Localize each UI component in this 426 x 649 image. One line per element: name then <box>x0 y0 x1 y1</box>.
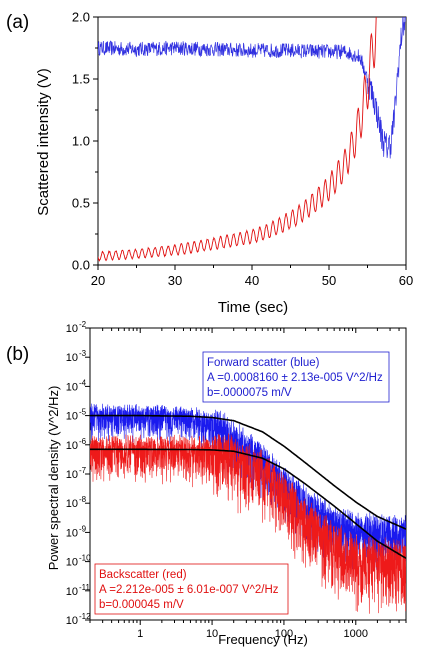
chart-b-x-tick-label: 100 <box>275 628 293 640</box>
chart-a-x-tick-label: 30 <box>168 273 182 288</box>
forward-scatter-legend-line-2: A =0.0008160 ± 2.13e-005 V^2/Hz <box>207 372 383 384</box>
panel-b-label: (b) <box>6 344 29 365</box>
backscatter-legend-line-3: b=0.000045 m/V <box>99 599 184 611</box>
chart-b-y-tick-label: 10 <box>66 323 78 335</box>
chart-b-y-tick-label: 10 <box>66 527 78 539</box>
backscatter-legend-box <box>94 563 289 615</box>
panel-a-label: (a) <box>6 12 29 33</box>
chart-b-y-tick-exponent: -10 <box>79 554 91 563</box>
chart-a-y-tick-label: 0.5 <box>72 196 90 211</box>
chart-b-y-tick-label: 10 <box>66 440 78 452</box>
chart-b-y-tick-exponent: -11 <box>79 583 91 592</box>
forward-scatter-legend-line-1: Forward scatter (blue) <box>207 357 320 369</box>
chart-b-y-tick-exponent: -12 <box>79 612 91 621</box>
chart-b-y-tick-exponent: -3 <box>79 349 87 358</box>
chart-b-y-tick-label: 10 <box>66 352 78 364</box>
chart-b-y-tick-exponent: -5 <box>79 408 87 417</box>
forward-scatter-legend: Forward scatter (blue) A =0.0008160 ± 2.… <box>202 351 390 403</box>
chart-b-y-tick-exponent: -6 <box>79 437 87 446</box>
chart-b-y-tick-label: 10 <box>66 469 78 481</box>
chart-b-y-tick-exponent: -9 <box>79 524 87 533</box>
chart-a-y-tick-label: 1.0 <box>72 134 90 149</box>
chart-a-x-tick-label: 50 <box>322 273 336 288</box>
forward-scatter-legend-box <box>202 351 390 403</box>
chart-b-y-tick-exponent: -4 <box>79 378 87 387</box>
backscatter-legend-line-2: A =2.212e-005 ± 6.01e-007 V^2/Hz <box>99 584 279 596</box>
forward-scatter-legend-line-3: b=.0000075 m/V <box>207 387 292 399</box>
chart-b-y-tick-exponent: -2 <box>79 320 87 329</box>
chart-a-y-tick-label: 1.5 <box>72 72 90 87</box>
chart-b-y-tick-exponent: -8 <box>79 495 87 504</box>
chart-b-ylabel: Power spectral density (V^2/Hz) <box>46 386 61 571</box>
chart-a-x-tick-label: 20 <box>91 273 105 288</box>
chart-b-x-tick-label: 1000 <box>344 628 368 640</box>
chart-a-x-tick-label: 40 <box>245 273 259 288</box>
chart-b-y-tick-label: 10 <box>66 615 78 627</box>
chart-a: 20 30 40 50 60 0.0 0.5 1.0 1.5 2.0 <box>72 10 413 289</box>
backscatter-legend-line-1: Backscatter (red) <box>99 569 187 581</box>
chart-b-y-tick-label: 10 <box>66 586 78 598</box>
forward-scatter-trace <box>98 17 406 159</box>
chart-a-y-tick-label: 2.0 <box>72 10 90 25</box>
chart-a-y-tick-label: 0.0 <box>72 258 90 273</box>
backscatter-legend: Backscatter (red) A =2.212e-005 ± 6.01e-… <box>94 563 289 615</box>
chart-b-xlabel: Frequency (Hz) <box>218 632 308 647</box>
chart-b-y-tick-exponent: -7 <box>79 466 87 475</box>
chart-b-y-tick-label: 10 <box>66 411 78 423</box>
chart-b-x-tick-label: 10 <box>206 628 218 640</box>
chart-b-y-tick-label: 10 <box>66 557 78 569</box>
chart-a-ylabel: Scattered intensity (V) <box>35 68 52 216</box>
chart-b-y-tick-label: 10 <box>66 381 78 393</box>
forward-scatter-fit-curve <box>90 414 406 530</box>
backscatter-fit-curve <box>90 448 406 559</box>
backscatter-spectrum <box>90 433 406 614</box>
chart-b-y-tick-label: 10 <box>66 498 78 510</box>
backscatter-trace <box>98 17 377 262</box>
chart-b-x-tick-label: 1 <box>137 628 143 640</box>
chart-a-xlabel: Time (sec) <box>218 299 288 316</box>
chart-b: 1 10 100 100010-210-310-410-510-610-710-810… <box>66 320 407 640</box>
chart-a-x-tick-label: 60 <box>399 273 413 288</box>
